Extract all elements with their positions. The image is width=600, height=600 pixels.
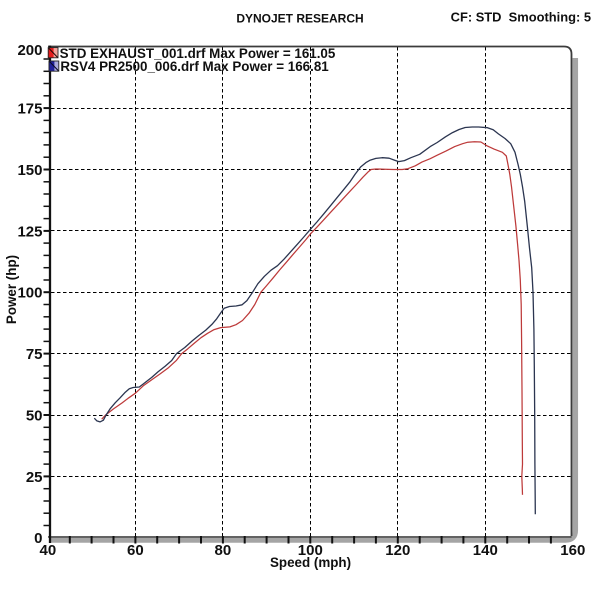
svg-text:100: 100	[298, 542, 323, 559]
svg-text:150: 150	[17, 162, 42, 179]
svg-text:40: 40	[40, 542, 57, 559]
svg-text:DYNOJET RESEARCH: DYNOJET RESEARCH	[236, 12, 363, 26]
svg-text:160: 160	[560, 542, 585, 559]
svg-text:100: 100	[17, 285, 42, 302]
svg-text:140: 140	[473, 542, 498, 559]
svg-text:75: 75	[26, 346, 43, 363]
svg-text:60: 60	[127, 542, 144, 559]
svg-text:120: 120	[385, 542, 410, 559]
svg-text:80: 80	[215, 542, 232, 559]
svg-text:Power (hp): Power (hp)	[4, 255, 19, 324]
svg-text:Speed (mph): Speed (mph)	[270, 555, 351, 570]
svg-text:0: 0	[34, 530, 42, 547]
svg-text:50: 50	[26, 407, 43, 424]
svg-text:175: 175	[17, 101, 42, 118]
svg-text:200: 200	[17, 42, 42, 59]
svg-text:STD EXHAUST_001.drf Max Power: STD EXHAUST_001.drf Max Power = 161.05	[60, 46, 336, 61]
svg-text:125: 125	[17, 223, 42, 240]
svg-text:CF: STD Smoothing: 5: CF: STD Smoothing: 5	[451, 9, 591, 24]
svg-text:25: 25	[26, 469, 43, 486]
svg-text:RSV4 PR2500_006.drf Max Power: RSV4 PR2500_006.drf Max Power = 166.81	[60, 59, 329, 74]
